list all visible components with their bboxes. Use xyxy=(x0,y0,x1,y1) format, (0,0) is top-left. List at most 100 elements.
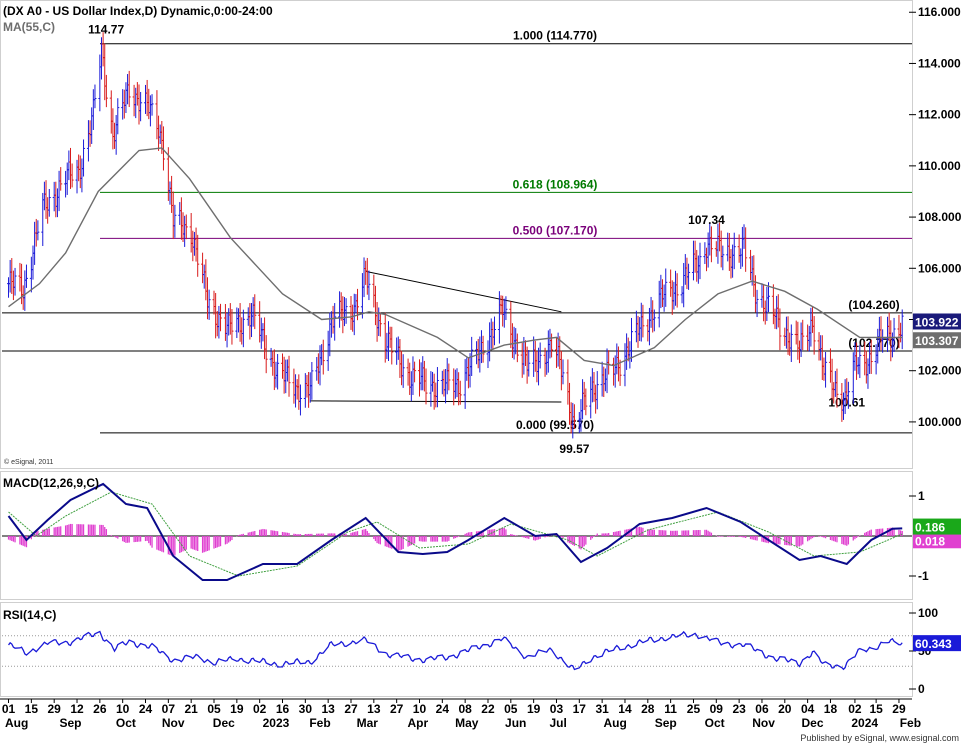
price-bar xyxy=(90,107,94,144)
rsi-value-marker-box xyxy=(913,635,961,652)
price-bar xyxy=(696,255,700,284)
x-tick-label: 24 xyxy=(139,702,153,716)
price-bar xyxy=(479,330,483,364)
price-bar xyxy=(191,230,195,262)
price-bar xyxy=(822,357,826,381)
price-bar xyxy=(93,84,97,109)
price-bar xyxy=(721,245,725,271)
price-bar xyxy=(241,309,245,348)
price-bar xyxy=(695,249,699,282)
price-bar xyxy=(181,212,185,242)
moving-average-line xyxy=(8,147,903,367)
price-bar xyxy=(719,230,723,268)
price-bar xyxy=(488,322,492,362)
price-bar xyxy=(383,312,387,363)
price-bar xyxy=(400,350,404,386)
x-axis: 01 15 29 12 26 10 24 07 21 05 19 02 16 30 13 27 13 27 10 24… xyxy=(0,698,921,730)
price-bar xyxy=(537,347,541,386)
price-bar xyxy=(546,330,550,373)
price-bar xyxy=(466,358,470,389)
price-bar xyxy=(171,191,175,240)
price-bar xyxy=(638,317,642,342)
price-bar xyxy=(869,339,873,374)
x-tick-label: 15 xyxy=(25,702,39,716)
price-bar xyxy=(10,258,14,294)
x-tick-label: 07 xyxy=(162,702,176,716)
price-bar xyxy=(755,289,759,318)
price-bar xyxy=(533,340,537,372)
price-bar xyxy=(646,319,650,342)
x-tick-label: 10 xyxy=(116,702,130,716)
price-bar xyxy=(796,321,800,360)
price-bar xyxy=(98,54,102,112)
x-tick-label: 30 xyxy=(299,702,313,716)
price-bar xyxy=(762,283,766,322)
price-bar xyxy=(170,175,174,213)
x-tick-label: 27 xyxy=(344,702,358,716)
price-bar xyxy=(807,325,811,352)
price-bar xyxy=(70,163,74,188)
price-bar xyxy=(59,167,63,191)
price-bar xyxy=(135,82,139,106)
price-bar xyxy=(703,242,707,265)
price-bar xyxy=(634,310,638,343)
price-bar xyxy=(196,234,200,277)
macd-title: MACD(12,26,9,C) xyxy=(3,476,99,490)
price-bar xyxy=(258,301,262,343)
price-bar xyxy=(372,274,376,308)
price-bar xyxy=(77,154,81,182)
price-bar xyxy=(669,269,673,297)
price-bar xyxy=(520,342,524,378)
price-bar xyxy=(731,244,735,278)
price-bar xyxy=(794,320,798,345)
price-bar xyxy=(504,296,508,321)
price-bar xyxy=(250,303,254,338)
price-bar xyxy=(581,379,585,420)
rsi-line xyxy=(8,630,903,671)
price-tick-label: 102.000 xyxy=(918,364,962,378)
price-bar xyxy=(261,323,265,342)
price-bar xyxy=(510,323,514,359)
price-bar xyxy=(329,311,333,338)
price-bar xyxy=(13,267,17,296)
price-bar xyxy=(223,304,227,341)
price-bar xyxy=(342,296,346,327)
price-bar xyxy=(641,304,645,338)
x-month-label: Jun xyxy=(505,716,526,730)
price-bar xyxy=(714,241,718,257)
price-bar xyxy=(67,150,71,181)
x-tick-label: 01 xyxy=(2,702,16,716)
x-month-label: Oct xyxy=(116,716,136,730)
price-bar xyxy=(31,245,35,280)
x-tick-label: 13 xyxy=(367,702,381,716)
price-bar xyxy=(219,303,223,332)
price-bar xyxy=(626,337,630,362)
price-bar xyxy=(525,346,529,384)
price-bar xyxy=(434,382,438,408)
last-price-marker-text: 103.922 xyxy=(915,315,959,329)
price-bar xyxy=(29,256,33,293)
price-bar xyxy=(364,260,368,285)
price-bar xyxy=(47,188,51,217)
price-bar xyxy=(615,343,619,375)
x-month-label: Oct xyxy=(705,716,725,730)
price-bar xyxy=(421,356,425,391)
rsi-value-marker: 60.343 xyxy=(913,635,961,652)
price-bar xyxy=(858,344,862,379)
price-bar xyxy=(155,90,159,140)
price-bar xyxy=(168,181,172,205)
price-bar xyxy=(287,355,291,397)
price-bar xyxy=(320,344,324,366)
price-tick-label: 112.000 xyxy=(918,108,961,122)
trendline xyxy=(365,270,562,313)
price-bar xyxy=(628,341,632,369)
price-bar xyxy=(491,321,495,350)
price-bar xyxy=(674,270,678,306)
price-bar xyxy=(132,84,136,117)
x-month-label: Nov xyxy=(752,716,775,730)
price-bar xyxy=(137,84,141,125)
rsi-value-marker-text: 60.343 xyxy=(915,637,952,651)
price-bar xyxy=(613,355,617,388)
price-bar xyxy=(797,340,801,364)
price-bar xyxy=(833,370,837,397)
